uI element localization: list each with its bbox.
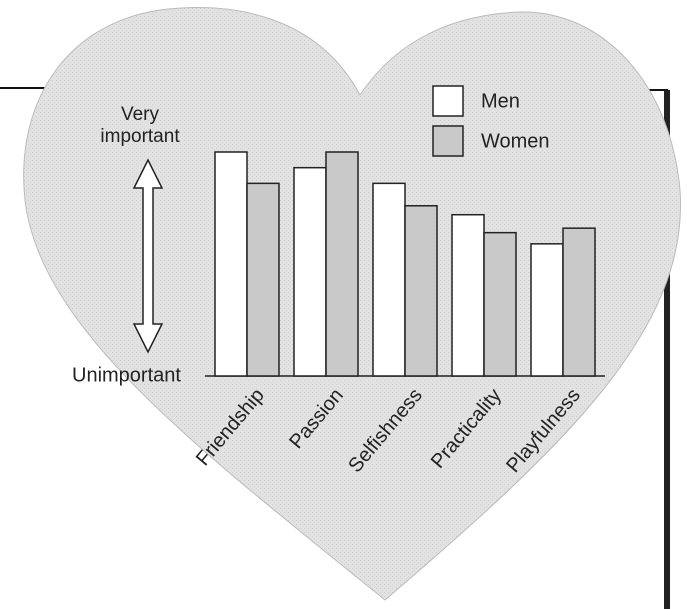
bar: [373, 183, 405, 376]
bar: [452, 215, 484, 376]
bar: [326, 152, 358, 376]
legend-swatch: [433, 86, 463, 116]
bar: [531, 244, 563, 376]
bar: [484, 233, 516, 376]
y-bottom-label: Unimportant: [72, 364, 181, 386]
bar: [247, 183, 279, 376]
bar: [294, 168, 326, 376]
bar: [563, 228, 595, 376]
legend-label: Women: [481, 130, 550, 152]
chart: Unimportant FriendshipPassionSelfishness…: [0, 0, 687, 609]
bar: [405, 206, 437, 376]
page: Unimportant FriendshipPassionSelfishness…: [0, 0, 687, 609]
y-top-label: Very important: [80, 104, 200, 148]
legend-swatch: [433, 126, 463, 156]
legend-label: Men: [481, 90, 520, 112]
bar: [215, 152, 247, 376]
